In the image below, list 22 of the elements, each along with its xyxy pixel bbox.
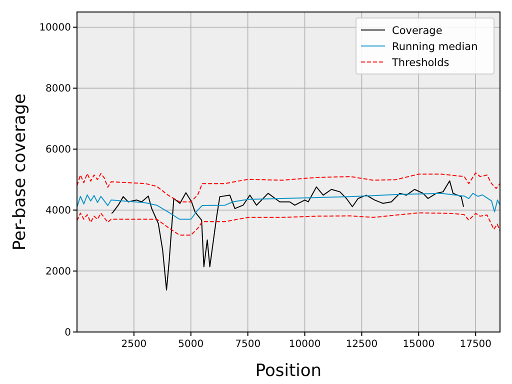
y-tick-label: 4000 <box>46 206 71 217</box>
x-tick-label: 17500 <box>460 339 492 350</box>
y-tick-label: 10000 <box>39 22 71 34</box>
y-tick-label: 8000 <box>46 84 71 95</box>
x-tick-label: 5000 <box>178 339 204 350</box>
x-tick-label: 15000 <box>402 339 435 350</box>
y-axis-title: Per-base coverage <box>10 94 30 250</box>
x-tick-label: 7500 <box>235 339 261 350</box>
line-series <box>76 212 500 236</box>
x-tick-label: 10000 <box>288 339 321 350</box>
line-series <box>111 180 464 290</box>
legend-label: Running median <box>392 41 478 53</box>
line-series <box>76 192 500 220</box>
x-axis-title: Position <box>255 361 322 381</box>
x-tick-label: 12500 <box>346 339 378 350</box>
line-series <box>76 172 500 202</box>
y-tick-label: 0 <box>64 328 71 338</box>
legend-label: Coverage <box>392 25 442 37</box>
x-tick-label: 2500 <box>121 339 147 350</box>
y-tick-label: 6000 <box>46 144 71 156</box>
legend-label: Thresholds <box>391 57 450 69</box>
y-tick-label: 2000 <box>46 266 71 278</box>
